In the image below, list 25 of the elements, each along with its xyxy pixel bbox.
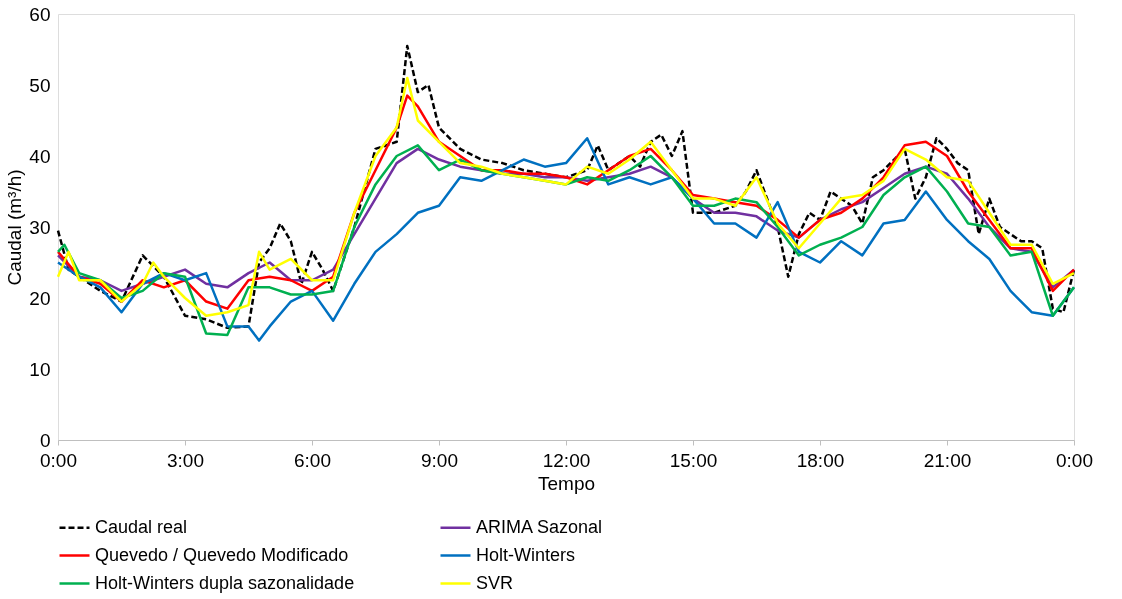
legend-label: ARIMA Sazonal bbox=[476, 516, 603, 537]
x-tick-label: 6:00 bbox=[294, 449, 331, 471]
legend-label: Caudal real bbox=[95, 516, 188, 537]
y-tick-label: 10 bbox=[29, 358, 51, 380]
x-tick-label: 9:00 bbox=[421, 449, 458, 471]
x-tick-label: 0:00 bbox=[1056, 449, 1093, 471]
x-tick-label: 12:00 bbox=[542, 449, 591, 471]
x-tick-label: 21:00 bbox=[923, 449, 972, 471]
y-tick-label: 20 bbox=[29, 287, 51, 309]
x-axis-title: Tempo bbox=[537, 472, 596, 494]
y-tick-label: 50 bbox=[29, 74, 51, 96]
y-tick-label: 60 bbox=[29, 3, 51, 25]
line-series bbox=[56, 44, 1076, 330]
legend-label: Holt-Winters dupla sazonalidade bbox=[95, 572, 355, 593]
x-tick-label: 15:00 bbox=[669, 449, 718, 471]
y-axis-title: Caudal (m³/h) bbox=[4, 169, 26, 286]
y-tick-label: 0 bbox=[39, 429, 51, 451]
y-tick-label: 40 bbox=[29, 145, 51, 167]
x-tick-label: 0:00 bbox=[40, 449, 77, 471]
legend-label: Quevedo / Quevedo Modificado bbox=[95, 544, 349, 565]
x-tick-label: 18:00 bbox=[796, 449, 845, 471]
legend-label: Holt-Winters bbox=[476, 544, 576, 565]
legend-label: SVR bbox=[476, 572, 514, 593]
y-tick-label: 30 bbox=[29, 216, 51, 238]
x-tick-label: 3:00 bbox=[167, 449, 204, 471]
